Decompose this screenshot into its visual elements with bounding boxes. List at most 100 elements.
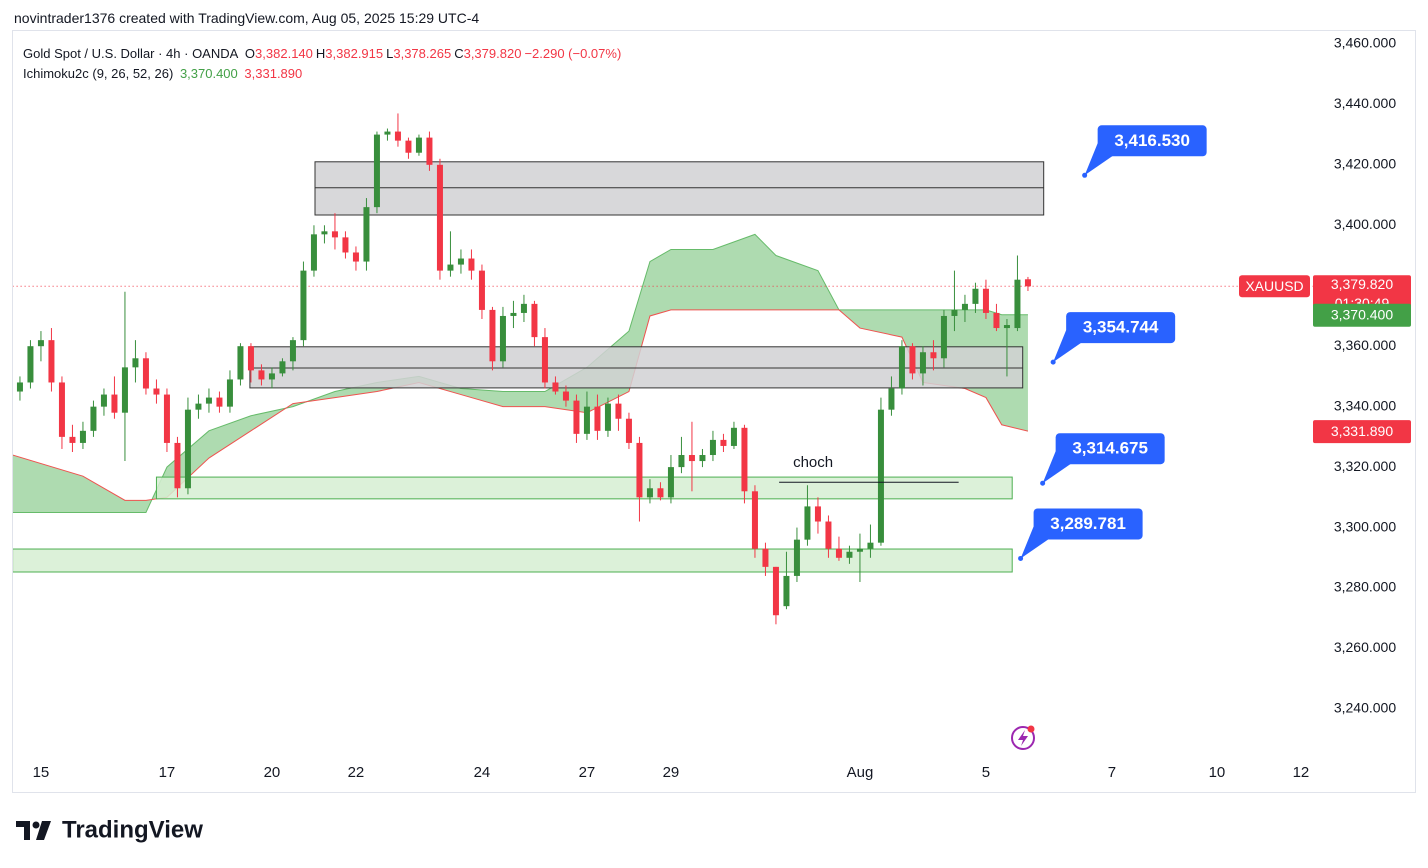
candle-body bbox=[699, 455, 706, 462]
callout-point bbox=[1018, 555, 1024, 561]
indicator-value: 3,370.400 bbox=[179, 66, 238, 81]
candle-body bbox=[69, 436, 76, 443]
ohlc-value: 3,378.265 bbox=[393, 46, 452, 61]
candle-body bbox=[111, 394, 118, 413]
logo-text: TradingView bbox=[62, 816, 203, 843]
last-price-label: 3,379.820 bbox=[1331, 276, 1393, 292]
candle-body bbox=[426, 137, 433, 165]
plot-area: choch bbox=[13, 113, 1315, 625]
symbol-label: XAUUSD bbox=[1245, 278, 1303, 294]
price-badge-label: 3,370.400 bbox=[1331, 306, 1393, 322]
candle-body bbox=[195, 403, 202, 410]
candle-body bbox=[846, 551, 853, 558]
y-tick-label: 3,240.000 bbox=[1334, 700, 1396, 716]
candle-body bbox=[657, 488, 664, 498]
callout-label: 3,314.675 bbox=[1072, 439, 1148, 458]
candle-body bbox=[447, 264, 454, 271]
x-tick-label: 27 bbox=[579, 764, 596, 781]
zone bbox=[13, 548, 1013, 573]
overlay: 3,416.530 3,354.744 3,314.675 3,289.781 15 17… bbox=[33, 35, 1411, 781]
candle-body bbox=[867, 542, 874, 549]
candle-body bbox=[678, 455, 685, 468]
candle-body bbox=[888, 388, 895, 410]
y-tick-label: 3,280.000 bbox=[1334, 579, 1396, 595]
x-tick-label: Aug bbox=[847, 764, 874, 781]
candle-body bbox=[258, 370, 265, 380]
candle-body bbox=[342, 237, 349, 253]
candle-body bbox=[163, 394, 170, 443]
zone bbox=[249, 346, 1024, 389]
candle-body bbox=[499, 315, 506, 362]
y-tick-label: 3,340.000 bbox=[1334, 397, 1396, 413]
logo: TradingView bbox=[16, 816, 203, 843]
candle-body bbox=[331, 231, 338, 238]
candle-body bbox=[709, 439, 716, 456]
ohlc-key: L bbox=[386, 46, 394, 61]
candle-body bbox=[961, 303, 968, 310]
candle-body bbox=[478, 270, 485, 310]
y-tick-label: 3,400.000 bbox=[1334, 216, 1396, 232]
candle-body bbox=[930, 352, 937, 359]
candle-body bbox=[48, 340, 55, 383]
candle-body bbox=[58, 382, 65, 437]
legend-line: Ichimoku2c (9, 26, 52, 26) 3,370.400 3,3… bbox=[23, 64, 624, 84]
candle-body bbox=[783, 575, 790, 607]
candle-body bbox=[919, 352, 926, 374]
ohlc-value: 3,379.820 bbox=[463, 46, 522, 61]
candle-body bbox=[615, 403, 622, 419]
candle-body bbox=[951, 309, 958, 316]
alert-icon[interactable] bbox=[1011, 725, 1035, 750]
x-tick-label: 7 bbox=[1108, 764, 1116, 781]
candle-body bbox=[825, 521, 832, 549]
callout-box bbox=[1033, 508, 1143, 540]
change: −2.290 (−0.07%) bbox=[524, 46, 622, 61]
x-tick-label: 17 bbox=[159, 764, 176, 781]
header: novintrader1376 created with TradingView… bbox=[14, 10, 480, 26]
candle-body bbox=[394, 131, 401, 141]
candle-body bbox=[646, 488, 653, 498]
callout-box bbox=[1097, 125, 1207, 157]
x-tick-label: 12 bbox=[1293, 764, 1310, 781]
candle-body bbox=[573, 400, 580, 434]
candle-body bbox=[877, 409, 884, 543]
candle-body bbox=[457, 258, 464, 265]
x-tick-label: 22 bbox=[348, 764, 365, 781]
candle-body bbox=[909, 346, 916, 374]
candle-body bbox=[993, 312, 1000, 329]
candle-body bbox=[205, 397, 212, 404]
candle-body bbox=[804, 506, 811, 540]
candle-body bbox=[636, 442, 643, 498]
price-badge bbox=[1313, 420, 1411, 444]
candle-body bbox=[1024, 279, 1031, 287]
candle-body bbox=[982, 288, 989, 313]
candle-body bbox=[121, 367, 128, 413]
candle-body bbox=[1014, 279, 1021, 329]
candle-body bbox=[436, 164, 443, 271]
price-badge-label: 3,331.890 bbox=[1331, 423, 1393, 439]
x-tick-label: 5 bbox=[982, 764, 990, 781]
candle-body bbox=[226, 379, 233, 407]
candle-body bbox=[237, 346, 244, 380]
indicator-value: 3,331.890 bbox=[244, 66, 303, 81]
candle-body bbox=[100, 394, 107, 407]
candle-body bbox=[79, 430, 86, 443]
candle-body bbox=[468, 258, 475, 271]
candle-body bbox=[751, 491, 758, 549]
ohlc-key: C bbox=[454, 46, 464, 61]
y-tick-label: 3,440.000 bbox=[1334, 95, 1396, 111]
ohlc-key: H bbox=[315, 46, 326, 61]
candle-body bbox=[940, 315, 947, 359]
candle-body bbox=[16, 382, 23, 392]
candle-body bbox=[132, 358, 139, 368]
x-tick-label: 20 bbox=[264, 764, 281, 781]
candle-body bbox=[90, 406, 97, 431]
callout-point bbox=[1082, 172, 1088, 178]
callout-point bbox=[1050, 359, 1056, 365]
annotation-text: choch bbox=[793, 454, 833, 471]
callout-box bbox=[1066, 312, 1176, 344]
candle-body bbox=[247, 346, 254, 371]
ohlc-value: 3,382.140 bbox=[255, 46, 313, 61]
y-tick-label: 3,320.000 bbox=[1334, 458, 1396, 474]
callout-point bbox=[1040, 480, 1046, 486]
